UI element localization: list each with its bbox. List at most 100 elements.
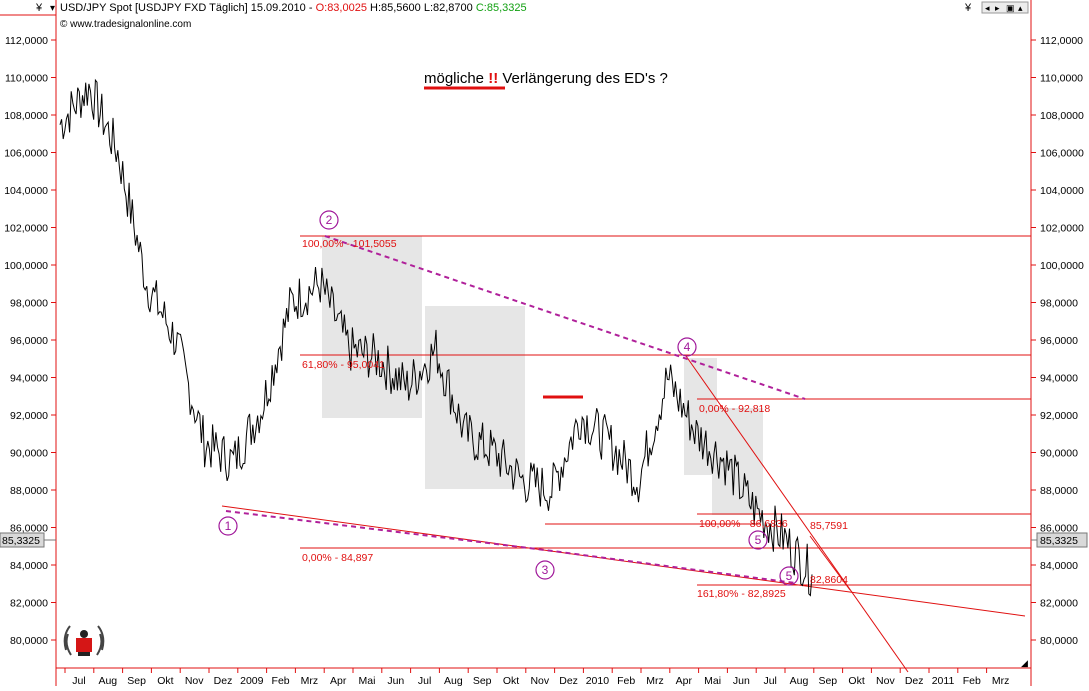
y-tick-label-right: 106,0000: [1040, 148, 1084, 160]
y-tick-label-left: 100,0000: [4, 260, 48, 272]
x-tick-label: Apr: [676, 675, 693, 686]
x-tick-label: 2010: [586, 675, 610, 686]
y-tick-label-left: 90,0000: [10, 448, 48, 460]
copyright-label: © www.tradesignalonline.com: [60, 19, 191, 30]
y-tick-label-right: 94,0000: [1040, 373, 1078, 385]
resize-grip-icon[interactable]: ◢: [1021, 658, 1028, 668]
close-value: C:85,3325: [476, 2, 527, 14]
x-tick-label: Nov: [876, 675, 895, 686]
annotation-word: mögliche: [424, 70, 484, 87]
wave-5-projection-line: [685, 355, 909, 673]
x-axis: Jul Aug Sep Okt Nov Dez 2009 Feb Mrz Apr Mai Jun Jul…: [64, 668, 1010, 687]
y-tick-label-right: 90,0000: [1040, 448, 1078, 460]
y-tick-label-left: 86,0000: [10, 523, 48, 535]
y-tick-label-left: 104,0000: [4, 185, 48, 197]
x-tick-label: Aug: [444, 675, 463, 686]
y-tick-label-left: 96,0000: [10, 335, 48, 347]
y-tick-label-right: 110,0000: [1040, 73, 1083, 85]
x-tick-label: Feb: [272, 675, 290, 686]
y-tick-label-right: 104,0000: [1040, 185, 1084, 197]
x-tick-label: Jun: [387, 675, 404, 686]
y-tick-label-right: 88,0000: [1040, 485, 1078, 497]
instrument-line: USD/JPY Spot [USDJPY FXD Täglich] 15.09.…: [60, 2, 316, 14]
svg-text:mögliche !! Verlängerung des E: mögliche !! Verlängerung des ED's ?: [424, 70, 668, 87]
level-label-5: 100,00% - 86,6836: [699, 518, 788, 530]
x-tick-label: Nov: [185, 675, 204, 686]
wave-label-4: 4: [684, 340, 691, 354]
collapse-icon[interactable]: ▴: [1018, 3, 1023, 13]
instrument-header: USD/JPY Spot [USDJPY FXD Täglich] 15.09.…: [60, 2, 527, 14]
annotation-marks: !!: [488, 70, 498, 87]
y-tick-label-left: 110,0000: [5, 73, 48, 85]
y-tick-label-left: 94,0000: [10, 373, 48, 385]
y-axis: 80,0000 80,0000 82,0000 82,0000 84,0000 84,00…: [4, 35, 1084, 647]
y-tick-label-right: 108,0000: [1040, 110, 1084, 122]
x-tick-label: Sep: [818, 675, 837, 686]
wave-label-1: 1: [225, 519, 232, 533]
y-tick-label-left: 112,0000: [5, 35, 48, 47]
menu-glyph-left[interactable]: ¥: [35, 2, 43, 14]
x-tick-label: Nov: [530, 675, 549, 686]
level-label-2: 61,80% - 95,0041: [302, 359, 385, 371]
x-tick-label: Jul: [763, 675, 776, 686]
y-tick-label-right: 84,0000: [1040, 560, 1078, 572]
x-tick-label: Mrz: [301, 675, 319, 686]
annotation-rest: Verlängerung des ED's ?: [502, 70, 667, 87]
wave-markers: [218, 210, 799, 586]
y-tick-label-left: 82,0000: [10, 598, 48, 610]
last-price-marker: 85,3325 85,3325: [0, 532, 1088, 548]
price-series: [59, 78, 813, 597]
wave-label-5a: 5: [755, 533, 762, 547]
x-tick-label: Aug: [790, 675, 809, 686]
y-tick-label-right: 112,0000: [1040, 35, 1083, 47]
x-tick-label: Feb: [963, 675, 981, 686]
x-tick-label: Aug: [98, 675, 117, 686]
level-label-8: 82,8604: [810, 574, 848, 586]
x-tick-label: Okt: [503, 675, 519, 686]
fib-levels: [300, 235, 1031, 586]
wave-label-3: 3: [542, 563, 549, 577]
restore-icon[interactable]: ▣: [1006, 3, 1015, 13]
x-tick-label: Sep: [473, 675, 492, 686]
y-tick-label-left: 108,0000: [4, 110, 48, 122]
wave-numbers: 1 2 3 4 5 5: [225, 213, 793, 583]
y-tick-label-left: 80,0000: [10, 635, 48, 647]
x-tick-label: Mrz: [992, 675, 1010, 686]
y-tick-label-right: 92,0000: [1040, 410, 1078, 422]
y-tick-label-left: 88,0000: [10, 485, 48, 497]
x-tick-label: Okt: [848, 675, 864, 686]
x-tick-label: Apr: [330, 675, 347, 686]
y-tick-label-left: 84,0000: [10, 560, 48, 572]
last-price-right: 85,3325: [1040, 535, 1078, 547]
x-tick-label: Jun: [733, 675, 750, 686]
x-tick-label: Jul: [418, 675, 431, 686]
wave-label-5b: 5: [786, 569, 793, 583]
high-value: H:85,5600: [370, 2, 421, 14]
y-tick-label-right: 100,0000: [1040, 260, 1084, 272]
nav-left-icon[interactable]: ◂: [985, 3, 990, 13]
menu-glyph-right[interactable]: ¥: [964, 2, 972, 14]
x-tick-label: Dez: [214, 675, 233, 686]
y-tick-label-right: 80,0000: [1040, 635, 1078, 647]
annotation-text: mögliche !! Verlängerung des ED's ?: [424, 70, 668, 90]
nav-right-icon[interactable]: ▸: [995, 3, 1000, 13]
x-tick-label: Sep: [127, 675, 146, 686]
y-tick-label-right: 86,0000: [1040, 523, 1078, 535]
x-tick-label: Feb: [617, 675, 635, 686]
window-nav-buttons[interactable]: ◂ ▸ ▣ ▴: [981, 1, 1029, 14]
level-label-3: 0,00% - 84,897: [302, 552, 373, 564]
x-tick-label: Mai: [704, 675, 721, 686]
dropdown-arrow-icon[interactable]: ▾: [50, 3, 55, 14]
level-label-6: 85,7591: [810, 520, 848, 532]
y-tick-label-left: 106,0000: [4, 148, 48, 160]
last-price-left: 85,3325: [2, 535, 40, 547]
x-tick-label: 2009: [240, 675, 264, 686]
y-tick-label-right: 96,0000: [1040, 335, 1078, 347]
level-label-1: 100,00% - 101,5055: [302, 238, 397, 250]
short-target-line: [809, 535, 851, 591]
x-tick-label: 2011: [932, 675, 955, 686]
y-tick-label-left: 102,0000: [4, 223, 48, 235]
x-tick-label: Okt: [157, 675, 173, 686]
x-tick-label: Dez: [905, 675, 924, 686]
